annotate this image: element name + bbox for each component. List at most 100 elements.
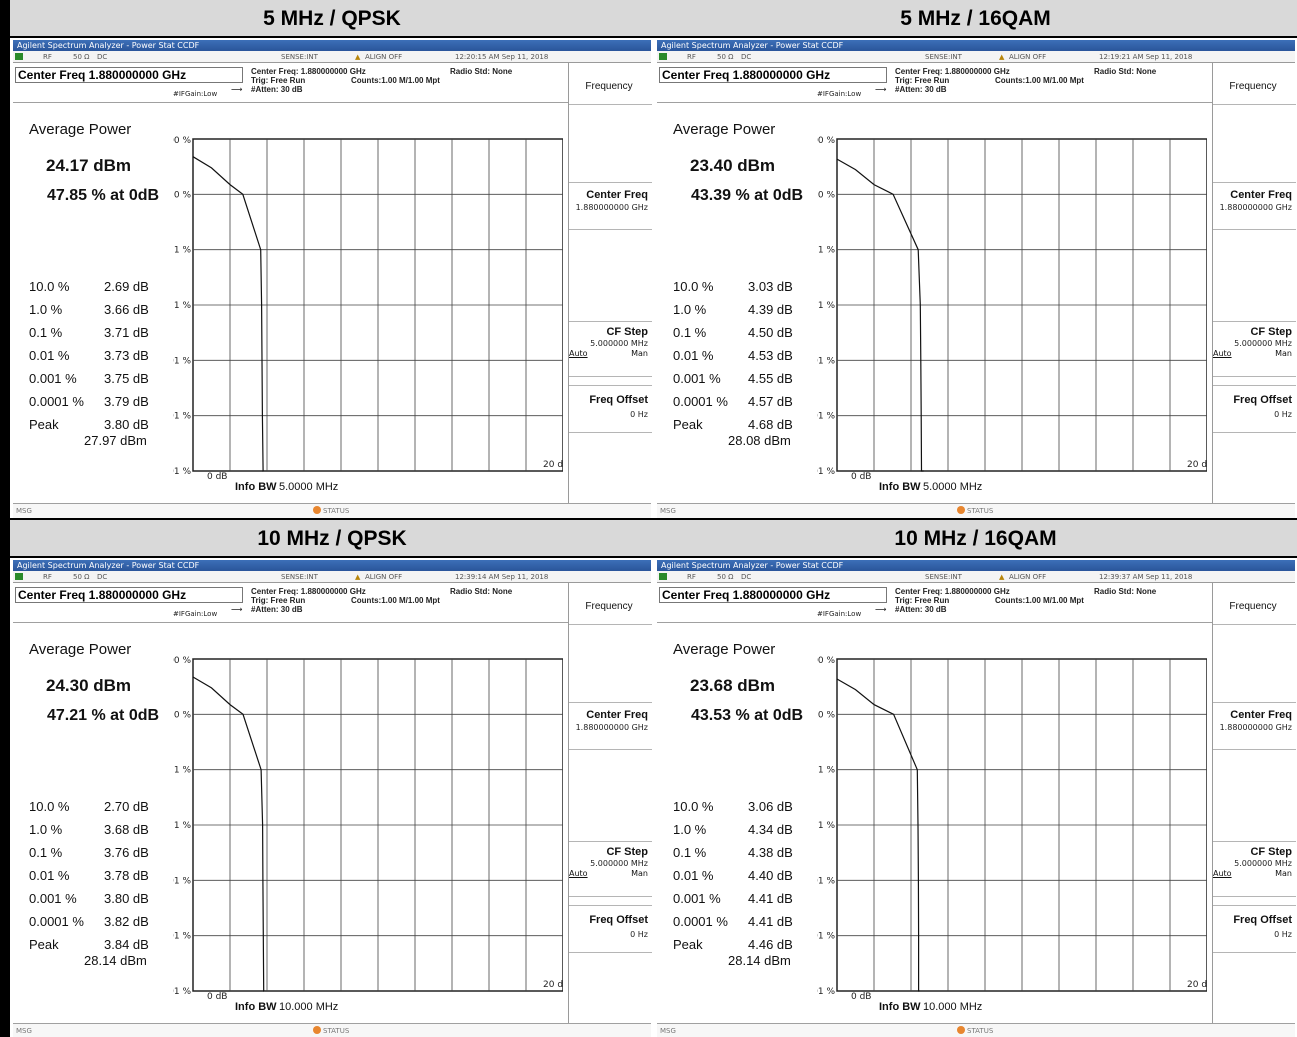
status-indicator[interactable]: STATUS (313, 1024, 349, 1037)
ccdf-probability: 0.1 % (673, 845, 707, 860)
run-indicator-icon (15, 573, 23, 580)
softkey-cf-step[interactable]: CF Step 5.000000 MHz Auto Man (569, 321, 652, 377)
softkey-cf-step-man[interactable]: Man (631, 349, 648, 358)
message-bar: MSG STATUS (657, 1023, 1295, 1037)
softkey-freq-offset[interactable]: Freq Offset 0 Hz (1213, 905, 1296, 953)
x-tick-end: 20 dB (1187, 980, 1207, 990)
softkey-center-freq-value: 1.880000000 GHz (1219, 723, 1292, 732)
meas-center-freq: Center Freq: 1.880000000 GHz (251, 67, 366, 76)
ccdf-value: 3.75 dB (104, 371, 149, 386)
ccdf-value: 3.68 dB (104, 822, 149, 837)
softkey-center-freq-value: 1.880000000 GHz (1219, 203, 1292, 212)
if-gain-label: #IFGain:Low (817, 610, 862, 618)
ccdf-value: 3.84 dB (104, 937, 149, 952)
radio-std: Radio Std: None (450, 67, 513, 76)
meas-center-freq: Center Freq: 1.880000000 GHz (895, 67, 1010, 76)
window-title: Agilent Spectrum Analyzer - Power Stat C… (657, 560, 1295, 571)
softkey-cf-step-auto[interactable]: Auto (569, 869, 588, 878)
softkey-center-freq[interactable]: Center Freq 1.880000000 GHz (1213, 182, 1296, 230)
softkey-center-freq[interactable]: Center Freq 1.880000000 GHz (569, 702, 652, 750)
softkey-cf-step-label: CF Step (606, 326, 648, 338)
timestamp: 12:20:15 AM Sep 11, 2018 (455, 53, 549, 61)
ccdf-panel: 10 MHz / QPSK Agilent Spectrum Analyzer … (10, 520, 654, 1037)
softkey-cf-step[interactable]: CF Step 5.000000 MHz Auto Man (1213, 321, 1296, 377)
status-label: STATUS (323, 1027, 350, 1035)
ccdf-probability: 0.01 % (29, 348, 70, 363)
softkey-cf-step-label: CF Step (606, 846, 648, 858)
ccdf-value: 4.39 dB (748, 302, 793, 317)
softkey-center-freq[interactable]: Center Freq 1.880000000 GHz (1213, 702, 1296, 750)
softkey-cf-step-label: CF Step (1250, 846, 1292, 858)
peak-dbm: 28.14 dBm (728, 953, 791, 968)
ccdf-plot: 100 % 10 % 1 % 0.1 % 0.01 % 0.001 % 0.0001 % 0 … (817, 655, 1207, 1025)
softkey-freq-offset[interactable]: Freq Offset 0 Hz (569, 905, 652, 953)
peak-dbm: 27.97 dBm (84, 433, 147, 448)
meas-atten: #Atten: 30 dB (895, 605, 947, 614)
window-title: Agilent Spectrum Analyzer - Power Stat C… (13, 40, 651, 51)
meas-atten: #Atten: 30 dB (895, 85, 947, 94)
status-indicator[interactable]: STATUS (957, 1024, 993, 1037)
y-tick-label: 100 % (817, 656, 835, 666)
softkey-frequency[interactable]: Frequency (569, 63, 652, 105)
if-gain-label: #IFGain:Low (817, 90, 862, 98)
measurement-info-bar: Center Freq 1.880000000 GHz #IFGain:Low … (657, 583, 1212, 623)
softkey-frequency[interactable]: Frequency (1213, 63, 1296, 105)
softkey-cf-step[interactable]: CF Step 5.000000 MHz Auto Man (569, 841, 652, 897)
softkey-cf-step-man[interactable]: Man (1275, 349, 1292, 358)
softkey-cf-step-man[interactable]: Man (631, 869, 648, 878)
status-icon (957, 1026, 965, 1034)
ccdf-value: 4.55 dB (748, 371, 793, 386)
measurement-info-bar: Center Freq 1.880000000 GHz #IFGain:Low … (657, 63, 1212, 103)
softkey-frequency[interactable]: Frequency (569, 583, 652, 625)
message-bar: MSG STATUS (657, 503, 1295, 518)
x-tick-end: 20 dB (543, 460, 563, 470)
status-indicator[interactable]: STATUS (313, 504, 349, 518)
spectrum-analyzer-window: Agilent Spectrum Analyzer - Power Stat C… (13, 560, 652, 1037)
msg-label: MSG (16, 507, 32, 515)
ccdf-value: 3.76 dB (104, 845, 149, 860)
status-rf: RF (43, 573, 52, 581)
center-freq-display[interactable]: Center Freq 1.880000000 GHz (15, 67, 243, 83)
softkey-freq-offset-label: Freq Offset (589, 394, 648, 406)
center-freq-display[interactable]: Center Freq 1.880000000 GHz (659, 67, 887, 83)
status-rf: RF (43, 53, 52, 61)
avg-power-percent: 47.21 % at 0dB (47, 707, 160, 724)
y-tick-label: 0.001 % (173, 412, 191, 422)
status-indicator[interactable]: STATUS (957, 504, 993, 518)
softkey-frequency[interactable]: Frequency (1213, 583, 1296, 625)
ccdf-curve (192, 676, 265, 992)
softkey-cf-step-auto[interactable]: Auto (1213, 349, 1232, 358)
status-label: STATUS (967, 1027, 994, 1035)
center-freq-display[interactable]: Center Freq 1.880000000 GHz (659, 587, 887, 603)
softkey-frequency-label: Frequency (585, 81, 633, 92)
softkey-freq-offset[interactable]: Freq Offset 0 Hz (569, 385, 652, 433)
softkey-cf-step-value: 5.000000 MHz (590, 859, 648, 868)
softkey-menu: Frequency Center Freq 1.880000000 GHz CF… (1212, 583, 1296, 1035)
ccdf-value: 3.80 dB (104, 417, 149, 432)
softkey-center-freq[interactable]: Center Freq 1.880000000 GHz (569, 182, 652, 230)
timestamp: 12:39:14 AM Sep 11, 2018 (455, 573, 549, 581)
softkey-cf-step-auto[interactable]: Auto (1213, 869, 1232, 878)
info-bw-label: Info BW (235, 481, 277, 493)
panel-caption: 10 MHz / QPSK (10, 520, 654, 558)
if-gain-label: #IFGain:Low (173, 90, 218, 98)
ccdf-chart-svg: 100 % 10 % 1 % 0.1 % 0.01 % 0.001 % 0.0001 % 0 … (173, 136, 563, 493)
ccdf-probability: Peak (29, 417, 59, 432)
ccdf-probability: Peak (673, 417, 703, 432)
avg-power-value: 24.30 dBm (46, 676, 132, 695)
softkey-frequency-label: Frequency (1229, 601, 1277, 612)
softkey-cf-step-man[interactable]: Man (1275, 869, 1292, 878)
ccdf-probability: 0.1 % (29, 325, 63, 340)
softkey-cf-step[interactable]: CF Step 5.000000 MHz Auto Man (1213, 841, 1296, 897)
softkey-cf-step-auto[interactable]: Auto (569, 349, 588, 358)
ccdf-probability: 0.0001 % (29, 394, 84, 409)
run-indicator-icon (15, 53, 23, 60)
ccdf-value: 3.06 dB (748, 799, 793, 814)
y-tick-label: 0.1 % (817, 821, 835, 831)
warning-icon: ▲ (999, 53, 1005, 61)
ccdf-value: 3.78 dB (104, 868, 149, 883)
softkey-freq-offset[interactable]: Freq Offset 0 Hz (1213, 385, 1296, 433)
ccdf-probability: 0.0001 % (673, 394, 728, 409)
center-freq-display[interactable]: Center Freq 1.880000000 GHz (15, 587, 243, 603)
